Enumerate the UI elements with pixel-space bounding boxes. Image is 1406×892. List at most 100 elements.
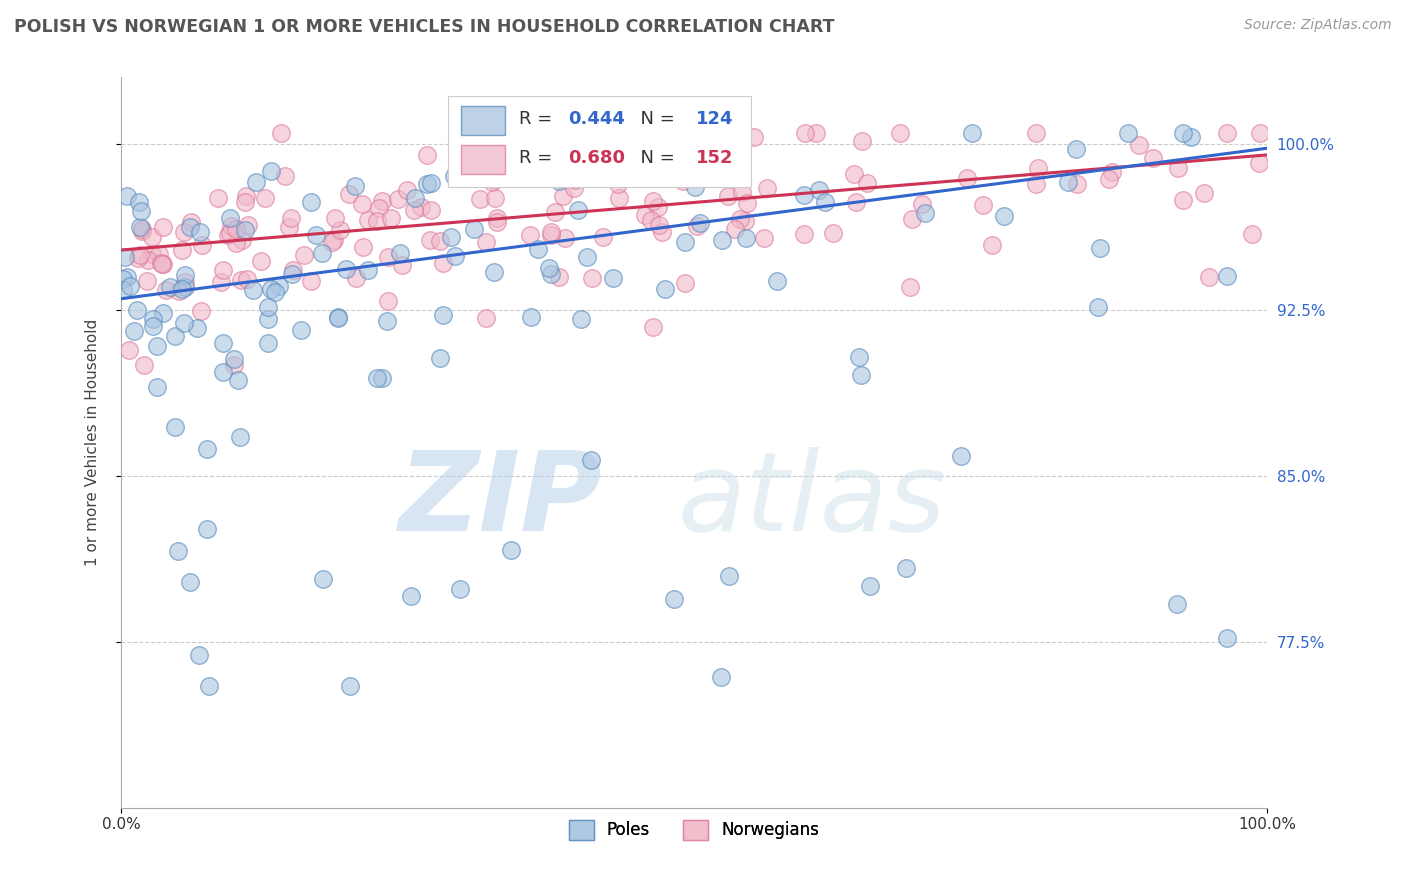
- Point: [564, 173, 586, 187]
- Point: [111, 284, 134, 298]
- Point: [190, 303, 212, 318]
- Point: [1198, 270, 1220, 285]
- Point: [793, 227, 815, 241]
- Text: 152: 152: [696, 149, 734, 167]
- FancyBboxPatch shape: [461, 106, 505, 135]
- Point: [138, 253, 160, 268]
- Point: [380, 211, 402, 226]
- Point: [371, 194, 394, 208]
- Point: [717, 568, 740, 582]
- Point: [163, 420, 186, 434]
- Point: [366, 214, 388, 228]
- Point: [356, 263, 378, 277]
- Point: [173, 316, 195, 330]
- Point: [218, 226, 240, 240]
- Point: [735, 231, 758, 245]
- Point: [851, 134, 873, 148]
- Point: [730, 168, 752, 182]
- Point: [606, 177, 628, 191]
- Point: [793, 126, 815, 140]
- Point: [329, 222, 352, 236]
- Point: [323, 211, 346, 225]
- Point: [901, 211, 924, 226]
- Point: [165, 329, 187, 343]
- Point: [551, 189, 574, 203]
- Point: [486, 211, 509, 225]
- Point: [686, 219, 709, 234]
- Text: 0.444: 0.444: [568, 110, 624, 128]
- Point: [1028, 161, 1050, 175]
- Point: [245, 175, 267, 189]
- Point: [159, 279, 181, 293]
- Point: [209, 275, 232, 289]
- Point: [188, 648, 211, 662]
- Point: [1167, 161, 1189, 175]
- Point: [547, 174, 569, 188]
- Point: [260, 164, 283, 178]
- Point: [211, 263, 233, 277]
- Point: [689, 216, 711, 230]
- Point: [368, 201, 391, 215]
- Point: [993, 210, 1015, 224]
- Point: [1097, 172, 1119, 186]
- Point: [167, 544, 190, 558]
- Point: [115, 188, 138, 202]
- Point: [353, 240, 375, 254]
- Point: [270, 127, 292, 141]
- Point: [173, 225, 195, 239]
- Point: [484, 191, 506, 205]
- Point: [118, 278, 141, 293]
- Point: [848, 350, 870, 364]
- Point: [654, 282, 676, 296]
- Point: [592, 230, 614, 244]
- Point: [179, 574, 201, 589]
- Point: [180, 215, 202, 229]
- Point: [229, 273, 252, 287]
- Point: [150, 256, 173, 270]
- Text: 124: 124: [696, 110, 734, 128]
- Point: [219, 219, 242, 233]
- Point: [377, 250, 399, 264]
- Point: [949, 449, 972, 463]
- Point: [1128, 137, 1150, 152]
- Point: [404, 191, 426, 205]
- Point: [219, 211, 242, 225]
- Point: [141, 230, 163, 244]
- Point: [225, 222, 247, 236]
- Point: [231, 234, 253, 248]
- Point: [579, 453, 602, 467]
- Point: [207, 191, 229, 205]
- Point: [142, 312, 165, 326]
- Point: [673, 235, 696, 249]
- Point: [257, 336, 280, 351]
- Point: [391, 259, 413, 273]
- Point: [1240, 227, 1263, 241]
- Point: [267, 278, 290, 293]
- Point: [468, 192, 491, 206]
- Text: R =: R =: [519, 110, 558, 128]
- Point: [339, 679, 361, 693]
- Point: [135, 274, 157, 288]
- Point: [679, 160, 702, 174]
- Point: [229, 430, 252, 444]
- Point: [148, 247, 170, 261]
- Point: [125, 303, 148, 318]
- Point: [1247, 156, 1270, 170]
- Point: [118, 343, 141, 358]
- Text: 0.680: 0.680: [568, 149, 626, 167]
- Point: [742, 130, 765, 145]
- Point: [956, 171, 979, 186]
- Point: [498, 167, 520, 181]
- Point: [648, 219, 671, 233]
- Point: [547, 269, 569, 284]
- Point: [889, 126, 911, 140]
- Point: [256, 312, 278, 326]
- Point: [1216, 631, 1239, 645]
- Point: [174, 268, 197, 282]
- Point: [233, 222, 256, 236]
- Point: [481, 175, 503, 189]
- Point: [1192, 186, 1215, 200]
- Point: [914, 206, 936, 220]
- Point: [672, 173, 695, 187]
- Point: [724, 222, 747, 236]
